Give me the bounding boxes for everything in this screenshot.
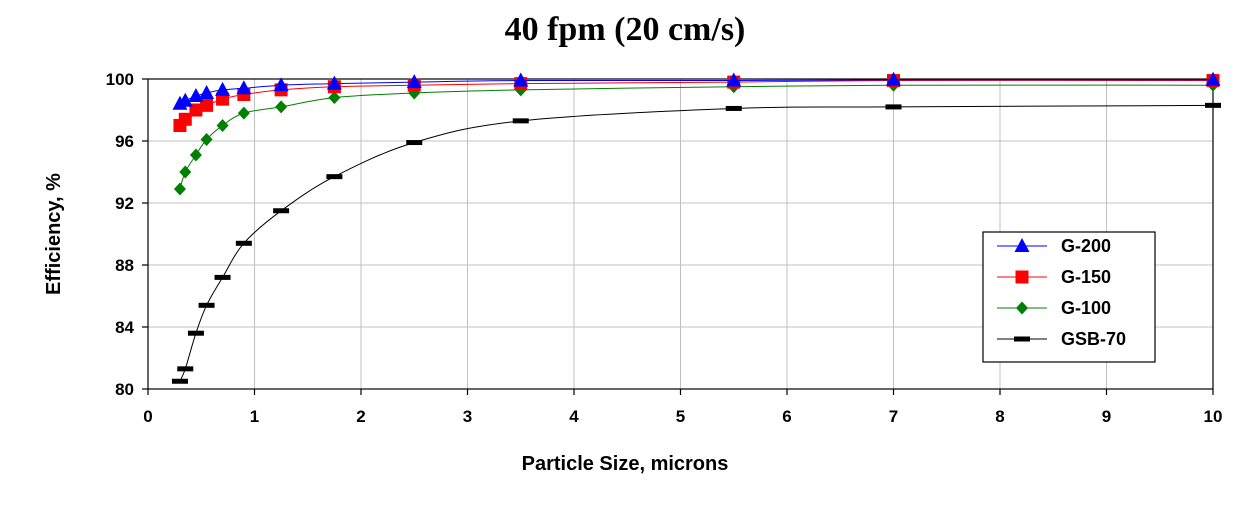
data-point-gsb-70 — [171, 378, 188, 384]
data-point-g-200 — [236, 80, 252, 95]
data-point-g-100 — [216, 119, 229, 132]
x-tick-label: 10 — [1204, 407, 1223, 426]
x-tick-label: 8 — [995, 407, 1004, 426]
x-axis-label: Particle Size, microns — [522, 453, 729, 475]
data-point-gsb-70 — [187, 330, 204, 336]
legend-item-g-150: G-150 — [997, 267, 1111, 287]
legend-item-gsb-70: GSB-70 — [997, 329, 1126, 349]
data-point-gsb-70 — [235, 240, 252, 246]
data-point-g-100 — [200, 132, 213, 146]
chart-title: 40 fpm (20 cm/s) — [505, 11, 746, 48]
legend-item-g-200: G-200 — [997, 236, 1111, 256]
data-point-g-100 — [179, 165, 192, 179]
data-point-gsb-70 — [177, 366, 194, 372]
series-line-g-200 — [179, 79, 1214, 105]
y-tick-label: 84 — [115, 318, 134, 337]
x-tick-label: 7 — [889, 407, 898, 426]
data-point-g-100 — [237, 106, 250, 120]
data-point-g-150 — [189, 103, 203, 117]
series-line-g-100 — [179, 84, 1214, 190]
data-point-g-200 — [215, 81, 231, 96]
legend-marker-g-200 — [1014, 238, 1030, 252]
data-point-g-150 — [200, 98, 214, 112]
legend-marker-g-150 — [1015, 270, 1029, 284]
legend-marker-g-100 — [1016, 301, 1028, 315]
series-g-200 — [172, 71, 1221, 110]
data-point-g-200 — [406, 74, 422, 89]
data-point-g-200 — [1205, 71, 1221, 86]
series-line-gsb-70 — [179, 104, 1214, 382]
data-point-gsb-70 — [512, 118, 529, 124]
x-tick-label: 0 — [143, 407, 152, 426]
data-point-gsb-70 — [273, 208, 290, 214]
data-point-g-150 — [178, 112, 192, 126]
x-tick-label: 5 — [676, 407, 685, 426]
legend-label-gsb-70: GSB-70 — [1061, 329, 1126, 349]
data-point-gsb-70 — [198, 302, 215, 308]
series-gsb-70 — [171, 102, 1221, 384]
data-point-g-100 — [275, 100, 288, 114]
series-g-150 — [173, 74, 1220, 132]
x-tick-label: 9 — [1102, 407, 1111, 426]
data-point-g-200 — [199, 84, 215, 99]
legend-item-g-100: G-100 — [997, 298, 1111, 318]
data-point-gsb-70 — [725, 105, 742, 111]
legend-label-g-100: G-100 — [1061, 298, 1111, 318]
x-tick-label: 4 — [569, 407, 579, 426]
data-point-g-100 — [189, 148, 202, 162]
x-tick-label: 3 — [463, 407, 472, 426]
data-point-g-200 — [326, 75, 342, 90]
y-tick-label: 92 — [115, 194, 134, 213]
legend-label-g-150: G-150 — [1061, 267, 1111, 287]
x-tick-label: 2 — [356, 407, 365, 426]
data-point-g-200 — [726, 72, 742, 87]
y-tick-label: 96 — [115, 132, 134, 151]
data-point-g-200 — [513, 72, 529, 87]
y-tick-label: 88 — [115, 256, 134, 275]
axes — [142, 78, 1214, 395]
data-point-gsb-70 — [406, 140, 423, 146]
tick-labels: 0 1 2 3 4 5 6 7 8 9 10 80 84 88 92 96 100 — [106, 70, 1223, 426]
x-tick-label: 1 — [250, 407, 259, 426]
data-point-g-200 — [273, 77, 289, 92]
series-layer — [171, 71, 1221, 384]
legend-marker-gsb-70 — [1014, 336, 1030, 342]
data-point-gsb-70 — [1205, 102, 1221, 108]
legend-box — [982, 231, 1156, 363]
x-tick-label: 6 — [782, 407, 791, 426]
data-point-g-150 — [216, 92, 230, 106]
data-point-g-100 — [328, 91, 341, 105]
legend: G-200 G-150 G-100 GSB-70 — [982, 231, 1156, 363]
data-point-gsb-70 — [214, 274, 231, 280]
legend-label-g-200: G-200 — [1061, 236, 1111, 256]
data-point-g-200 — [886, 71, 901, 86]
y-tick-label: 100 — [106, 70, 134, 89]
data-point-gsb-70 — [326, 174, 343, 180]
data-point-gsb-70 — [885, 104, 902, 110]
y-axis-label: Efficiency, % — [43, 173, 65, 295]
plot-area-border — [147, 78, 1214, 390]
data-point-g-200 — [177, 92, 193, 107]
y-tick-label: 80 — [115, 380, 134, 399]
data-point-g-100 — [173, 182, 186, 196]
